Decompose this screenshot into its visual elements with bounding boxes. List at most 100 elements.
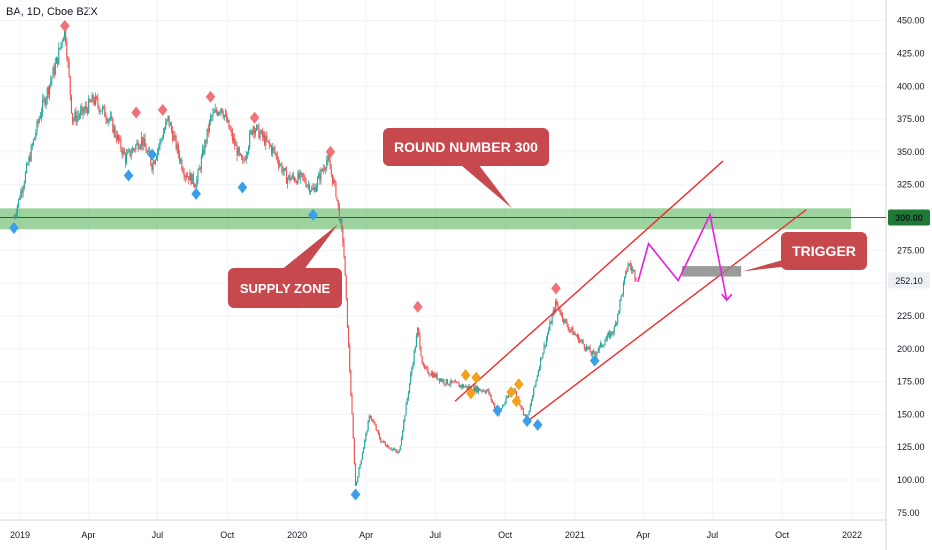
candle-body (588, 347, 590, 349)
pivot-low-marker (492, 404, 503, 417)
candle-body (272, 147, 274, 153)
candle-body (310, 190, 312, 193)
candle-body (81, 106, 83, 111)
candle-body (486, 390, 488, 393)
x-tick-label: Apr (81, 530, 95, 540)
candle-body (311, 187, 313, 191)
candle-body (342, 227, 344, 243)
candle-body (389, 448, 391, 450)
candle-body (610, 331, 612, 338)
candle-body (303, 176, 305, 177)
candle-body (213, 112, 215, 114)
candle-body (208, 120, 210, 132)
candle-body (483, 390, 485, 392)
candle-body (28, 157, 30, 165)
candle-body (336, 196, 338, 201)
candle-body (137, 142, 139, 150)
candle-body (241, 154, 243, 160)
candle-body (191, 173, 193, 184)
candle-body (397, 452, 399, 454)
candle-body (158, 146, 160, 150)
callout-supply-zone-text: SUPPLY ZONE (240, 281, 331, 296)
candle-body (86, 109, 89, 113)
candle-body (628, 263, 630, 265)
candle-body (139, 145, 141, 148)
candle-body (357, 477, 359, 482)
candle-body (480, 390, 482, 392)
candle-body (464, 386, 466, 388)
candle-body (362, 447, 365, 454)
candle-body (190, 173, 192, 184)
candle-body (502, 405, 504, 409)
candle-body (295, 180, 297, 182)
candle-body (364, 439, 366, 448)
candle-body (101, 107, 104, 112)
candle-body (44, 98, 46, 105)
candle-body (155, 156, 158, 160)
candle-body (339, 219, 342, 221)
candle-body (182, 169, 184, 174)
y-tick-label: 275.00 (897, 245, 925, 255)
candle-body (413, 351, 415, 364)
candle-body (568, 329, 570, 331)
candle-body (445, 379, 447, 385)
candle-body (504, 402, 506, 405)
candle-body (32, 139, 35, 145)
candle-body (374, 423, 376, 426)
x-tick-label: 2022 (842, 530, 862, 540)
candle-body (438, 378, 440, 382)
grid-lines (0, 0, 886, 520)
candle-body (580, 340, 582, 342)
candle-body (67, 58, 69, 62)
candle-body (520, 405, 522, 408)
candle-body (14, 215, 16, 218)
candle-body (525, 414, 527, 416)
chart-title: BA, 1D, Cboe BZX (6, 6, 98, 18)
candle-body (246, 152, 248, 156)
candle-body (576, 335, 578, 337)
candle-body (62, 37, 64, 42)
x-tick-label: 2021 (565, 530, 585, 540)
pivot-alt-marker (511, 395, 522, 408)
candle-body (606, 334, 608, 339)
candle-body (484, 391, 486, 393)
candle-body (330, 169, 332, 175)
callout-supply-zone: SUPPLY ZONE (228, 224, 342, 308)
candle-body (323, 168, 325, 170)
candle-body (173, 135, 175, 141)
channel-upper-line (454, 160, 724, 402)
candle-body (265, 136, 267, 145)
candle-body (215, 109, 217, 113)
candle-body (450, 380, 452, 385)
pivot-low-marker (191, 187, 201, 200)
candle-body (550, 322, 552, 324)
candle-body (315, 186, 317, 192)
candle-body (365, 433, 367, 440)
candle-body (104, 106, 106, 117)
callout-trigger-box (781, 232, 867, 270)
candle-body (408, 383, 411, 393)
candle-body (392, 448, 394, 450)
pivot-alt-marker (460, 369, 471, 381)
callout-trigger: TRIGGER (742, 232, 867, 272)
candle-body (46, 87, 48, 99)
candle-body (617, 314, 619, 323)
candle-body (153, 161, 155, 164)
candle-body (254, 130, 256, 134)
candle-body (571, 327, 573, 330)
candle-body (582, 340, 584, 345)
candle-body (584, 348, 587, 350)
callout-round-number-box (383, 128, 549, 166)
candle-body (22, 187, 24, 193)
candle-body (135, 144, 137, 150)
candle-body (188, 176, 190, 181)
candle-body (537, 370, 539, 377)
callout-supply-zone-pointer (275, 224, 339, 275)
candle-body (196, 179, 198, 188)
candle-body (58, 48, 60, 65)
candle-body (264, 135, 266, 145)
candle-body (343, 242, 345, 257)
candle-body (108, 118, 110, 120)
candle-body (221, 108, 223, 113)
